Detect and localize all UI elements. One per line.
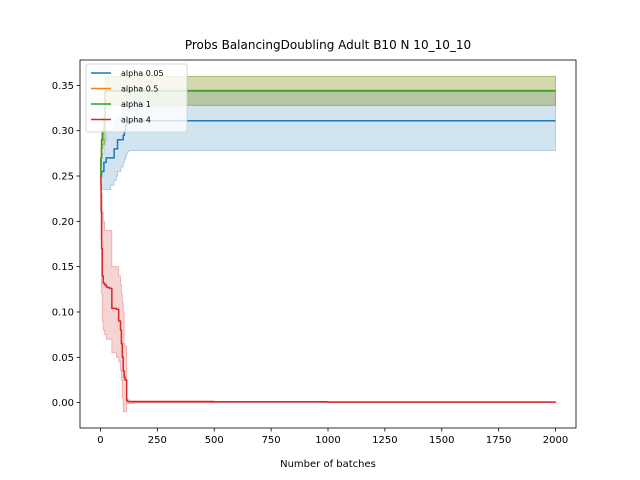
series-line-3 bbox=[100, 175, 557, 403]
x-tick-label: 1000 bbox=[315, 435, 340, 446]
legend: alpha 0.05 alpha 0.5 alpha 1 alpha 4 bbox=[85, 63, 188, 133]
x-axis-label: Number of batches bbox=[280, 459, 376, 470]
y-tick-label: 0.05 bbox=[52, 353, 74, 364]
axes: 0 250 500 750 1000 1250 1500 1750 2000 0.00 0.05 0.… bbox=[52, 59, 577, 446]
y-tick-label: 0.25 bbox=[52, 172, 74, 183]
legend-box bbox=[85, 63, 188, 133]
legend-label-2: alpha 1 bbox=[121, 100, 151, 109]
y-tick-label: 0.10 bbox=[52, 307, 74, 318]
y-tick-label: 0.00 bbox=[52, 398, 74, 409]
x-tick-label: 1500 bbox=[429, 435, 454, 446]
x-tick-label: 2000 bbox=[543, 435, 568, 446]
x-tick-label: 250 bbox=[148, 435, 167, 446]
x-tick-label: 750 bbox=[262, 435, 281, 446]
y-tick-label: 0.20 bbox=[52, 217, 74, 228]
x-tick-label: 1750 bbox=[486, 435, 511, 446]
legend-label-0: alpha 0.05 bbox=[121, 69, 164, 78]
y-tick-label: 0.30 bbox=[52, 126, 74, 137]
x-tick-label: 500 bbox=[205, 435, 224, 446]
legend-label-3: alpha 4 bbox=[121, 116, 151, 125]
x-tick-label: 0 bbox=[97, 435, 103, 446]
x-tick-label: 1250 bbox=[372, 435, 397, 446]
chart-title: Probs BalancingDoubling Adult B10 N 10_1… bbox=[185, 38, 471, 52]
legend-label-1: alpha 0.5 bbox=[121, 85, 158, 94]
y-tick-label: 0.15 bbox=[52, 262, 74, 273]
y-tick-label: 0.35 bbox=[52, 81, 74, 92]
